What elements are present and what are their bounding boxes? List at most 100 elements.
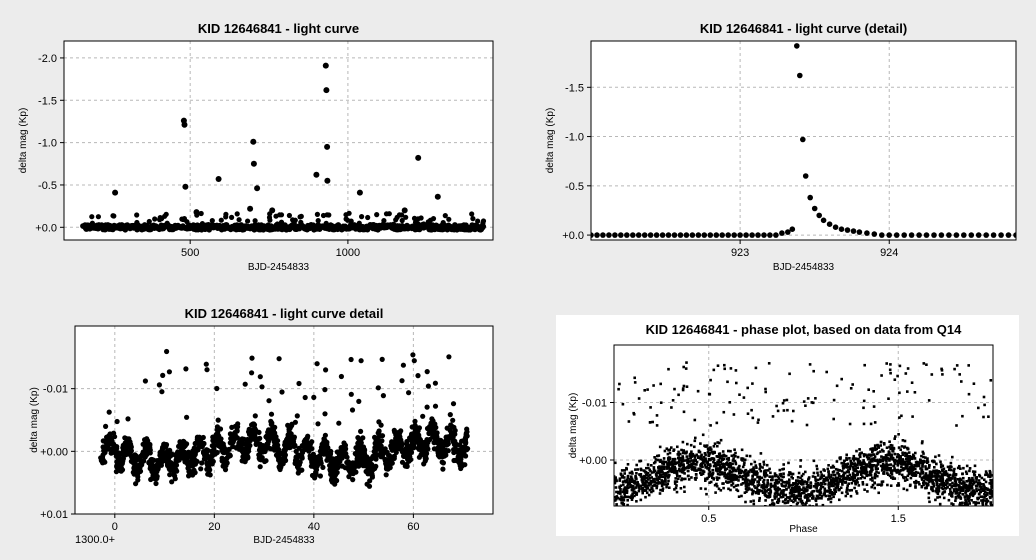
data-point <box>622 483 625 486</box>
data-point <box>964 500 968 503</box>
data-point <box>814 475 817 479</box>
data-point <box>679 462 682 465</box>
data-point <box>719 461 722 464</box>
data-point <box>796 482 799 485</box>
data-point <box>881 464 884 468</box>
data-point <box>936 496 939 499</box>
data-point <box>961 486 964 490</box>
data-point <box>894 469 898 473</box>
data-point <box>861 483 865 486</box>
data-point <box>346 210 352 216</box>
data-point <box>813 485 816 488</box>
data-point <box>981 487 984 490</box>
data-point <box>961 493 964 496</box>
data-point <box>945 479 949 482</box>
data-point <box>798 480 802 483</box>
data-point <box>820 484 823 488</box>
data-point <box>204 367 210 373</box>
data-point <box>780 492 783 495</box>
data-point <box>725 467 729 471</box>
data-point <box>591 232 594 238</box>
data-point <box>663 483 666 486</box>
data-point <box>769 483 772 486</box>
data-point <box>861 481 865 484</box>
data-point <box>855 469 858 473</box>
data-point <box>811 475 815 478</box>
data-point <box>966 485 969 488</box>
data-point <box>849 494 853 498</box>
data-point <box>690 455 693 458</box>
data-point <box>733 448 736 451</box>
data-point <box>719 489 723 492</box>
data-point <box>712 460 715 464</box>
data-point <box>396 212 403 218</box>
data-point <box>898 456 901 460</box>
data-point <box>704 453 707 457</box>
data-point <box>967 497 971 500</box>
data-point <box>908 469 911 472</box>
data-point <box>727 472 730 475</box>
data-point <box>677 477 680 480</box>
data-point <box>798 489 802 492</box>
data-point <box>881 462 885 466</box>
data-point <box>792 500 795 504</box>
data-point <box>913 457 917 460</box>
data-point <box>929 478 933 481</box>
data-point <box>896 468 900 472</box>
data-point <box>344 454 350 460</box>
data-point <box>652 468 656 472</box>
data-point <box>824 482 827 486</box>
data-point <box>845 470 849 474</box>
data-point <box>774 478 777 482</box>
data-point <box>749 500 753 503</box>
data-point <box>884 454 888 457</box>
data-point <box>628 471 632 475</box>
data-point <box>964 470 968 474</box>
data-point <box>731 459 735 462</box>
data-point <box>628 478 632 481</box>
data-point <box>760 485 763 489</box>
data-point <box>266 398 272 404</box>
data-point <box>444 425 450 431</box>
data-point <box>681 455 684 458</box>
data-point <box>773 472 777 475</box>
data-point <box>338 373 344 380</box>
data-point <box>962 480 965 483</box>
data-point <box>734 461 737 464</box>
data-point <box>973 464 977 468</box>
data-point <box>360 435 366 441</box>
data-point <box>206 465 212 471</box>
data-point <box>314 361 320 367</box>
data-point <box>882 442 886 445</box>
data-point <box>730 480 733 483</box>
data-point <box>961 232 967 238</box>
data-point <box>222 467 229 473</box>
data-point <box>738 468 742 472</box>
data-point <box>922 479 926 483</box>
data-point <box>631 496 634 499</box>
data-point <box>694 436 697 440</box>
data-point <box>265 434 272 440</box>
data-point <box>841 464 845 468</box>
data-point <box>631 472 634 475</box>
data-point <box>731 462 734 466</box>
data-point <box>837 482 840 485</box>
data-point <box>958 480 961 484</box>
data-point <box>795 484 799 488</box>
data-point <box>198 210 204 217</box>
data-point <box>794 499 797 502</box>
data-point <box>911 455 915 459</box>
data-point <box>230 444 236 450</box>
data-point <box>916 471 920 475</box>
data-point <box>421 221 427 227</box>
data-point <box>998 232 1004 238</box>
data-point <box>704 463 707 467</box>
data-point <box>662 475 665 478</box>
data-point <box>719 438 723 442</box>
data-point <box>885 446 889 449</box>
data-point <box>921 440 924 443</box>
data-point <box>664 480 667 483</box>
data-point <box>958 491 962 495</box>
data-point <box>975 487 978 491</box>
data-point <box>704 445 708 448</box>
